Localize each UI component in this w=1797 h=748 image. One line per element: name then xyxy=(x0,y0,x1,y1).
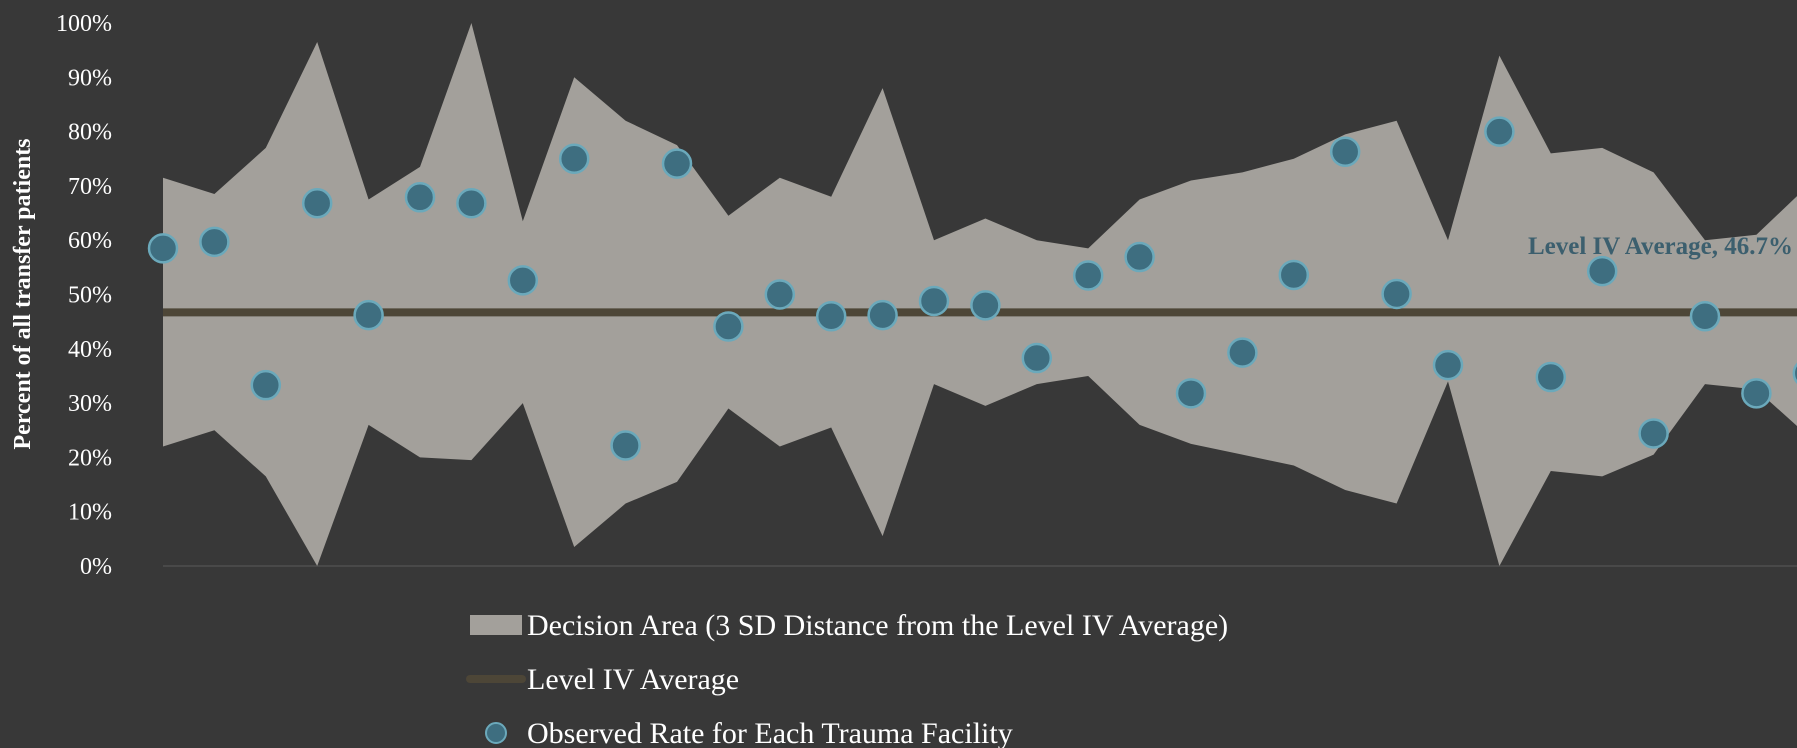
facility-marker xyxy=(1021,342,1053,374)
facility-marker xyxy=(1381,278,1412,310)
legend-label: Level IV Average xyxy=(527,663,739,696)
facility-marker xyxy=(1638,418,1669,449)
facility-marker xyxy=(507,265,539,296)
y-tick-label: 10% xyxy=(68,500,112,526)
average-label: Level IV Average, 46.7% xyxy=(1528,233,1793,260)
facility-marker xyxy=(970,290,1001,321)
facility-marker xyxy=(867,299,898,331)
facility-marker xyxy=(199,226,230,258)
y-tick-label: 100% xyxy=(56,11,112,37)
legend-label: Observed Rate for Each Trauma Facility xyxy=(527,717,1013,748)
facility-marker xyxy=(1535,361,1567,393)
facility-marker xyxy=(1175,378,1207,409)
facility-marker xyxy=(610,430,641,461)
facility-marker xyxy=(1689,300,1721,332)
facility-marker xyxy=(1124,241,1155,273)
y-tick-label: 40% xyxy=(68,337,112,363)
facility-marker xyxy=(250,369,282,401)
facility-marker xyxy=(1586,255,1618,287)
facility-marker xyxy=(456,188,487,219)
plot-area xyxy=(147,23,1797,567)
facility-marker xyxy=(353,299,384,331)
y-tick-label: 70% xyxy=(68,174,112,200)
legend-label: Decision Area (3 SD Distance from the Le… xyxy=(527,609,1228,642)
y-tick-label: 80% xyxy=(68,120,112,146)
facility-marker xyxy=(404,182,436,213)
facility-marker xyxy=(1278,259,1310,291)
y-tick-label: 50% xyxy=(68,283,112,309)
facility-marker xyxy=(815,300,847,332)
y-tick-label: 30% xyxy=(68,391,112,417)
y-axis-ticks: 0% 10% 20% 30% 40% 50% 60% 70% 80% 90% 100% xyxy=(56,11,112,580)
facility-marker xyxy=(1741,378,1772,409)
facility-marker xyxy=(1432,349,1464,381)
facility-marker xyxy=(1072,260,1104,291)
facility-marker xyxy=(301,188,333,219)
facility-marker xyxy=(764,279,796,310)
facility-marker xyxy=(558,143,590,174)
legend-swatch-area xyxy=(470,615,522,635)
facility-marker xyxy=(918,285,950,317)
facility-marker xyxy=(1484,116,1515,147)
facility-marker xyxy=(1792,362,1797,384)
facility-marker xyxy=(713,311,744,342)
y-tick-label: 0% xyxy=(80,554,112,580)
legend-swatch-marker xyxy=(485,722,507,744)
facility-marker xyxy=(1329,136,1361,167)
facility-marker xyxy=(661,148,693,179)
y-tick-label: 90% xyxy=(68,65,112,91)
y-tick-label: 20% xyxy=(68,445,112,471)
facility-marker xyxy=(1227,337,1258,368)
y-tick-label: 60% xyxy=(68,228,112,254)
legend: Decision Area (3 SD Distance from the Le… xyxy=(466,609,1228,748)
y-axis-label: Percent of all transfer patients xyxy=(10,138,36,449)
facility-marker xyxy=(147,233,179,264)
